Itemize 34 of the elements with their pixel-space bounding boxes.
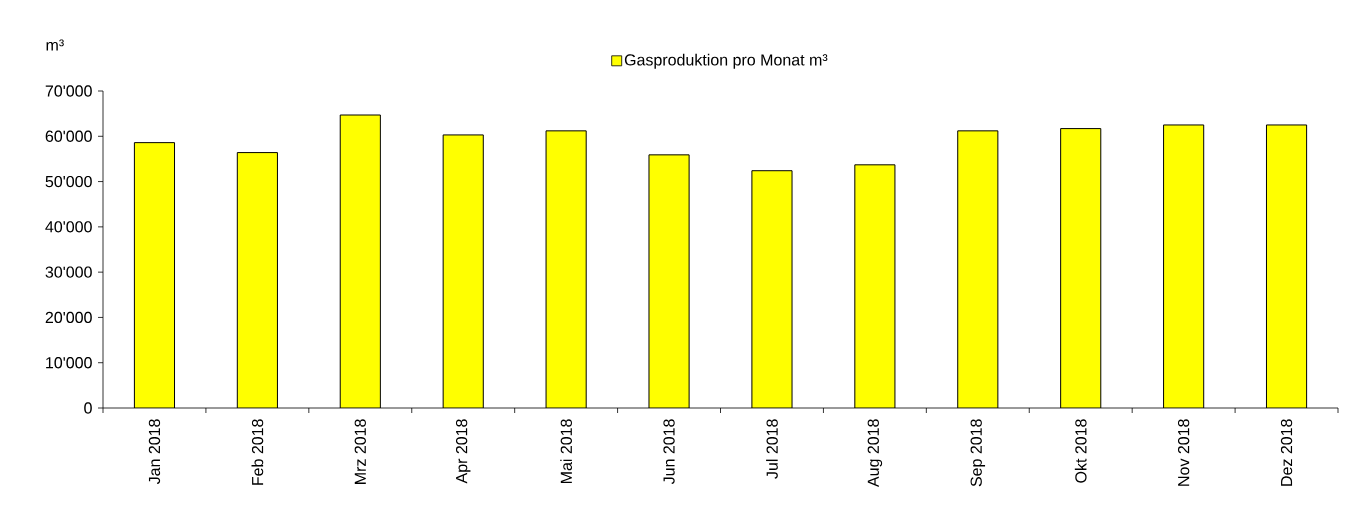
y-tick-label: 60'000 bbox=[45, 130, 92, 142]
x-tick-label: Nov 2018 bbox=[1177, 419, 1190, 486]
y-tick-label: 50'000 bbox=[45, 175, 92, 188]
y-tick-label: 0 bbox=[84, 402, 92, 414]
x-tick-label: Jan 2018 bbox=[148, 419, 161, 485]
x-tick-label: Jun 2018 bbox=[663, 419, 675, 485]
x-tick-label: Dez 2018 bbox=[1280, 419, 1293, 486]
y-tick-label: 20'000 bbox=[45, 311, 92, 324]
bar bbox=[546, 130, 587, 408]
bar bbox=[751, 170, 793, 408]
x-tick-label: Okt 2018 bbox=[1074, 419, 1087, 483]
legend-label: Gasproduktion pro Monat m³ bbox=[624, 53, 828, 69]
x-tick-label: Aug 2018 bbox=[867, 419, 883, 488]
bar bbox=[1265, 124, 1308, 408]
x-tick-label: Jul 2018 bbox=[766, 419, 778, 479]
y-axis-title: m³ bbox=[46, 39, 64, 51]
bar bbox=[648, 154, 690, 408]
x-tick-label: Apr 2018 bbox=[455, 419, 471, 484]
bar bbox=[1060, 128, 1101, 408]
y-tick-label: 70'000 bbox=[45, 85, 92, 97]
bar bbox=[443, 134, 484, 408]
y-tick-label: 40'000 bbox=[45, 221, 92, 233]
bar bbox=[340, 115, 381, 408]
x-tick-label: Feb 2018 bbox=[251, 419, 264, 485]
bar bbox=[854, 164, 895, 408]
x-tick-label: Mai 2018 bbox=[560, 419, 572, 484]
bar bbox=[957, 130, 998, 408]
bar bbox=[1163, 124, 1204, 408]
y-tick-label: 10'000 bbox=[46, 357, 92, 369]
x-tick-label: Sep 2018 bbox=[970, 419, 986, 487]
x-tick-label: Mrz 2018 bbox=[354, 419, 366, 484]
bar bbox=[237, 152, 278, 408]
bar bbox=[134, 142, 175, 408]
y-tick-label: 30'000 bbox=[45, 266, 92, 278]
